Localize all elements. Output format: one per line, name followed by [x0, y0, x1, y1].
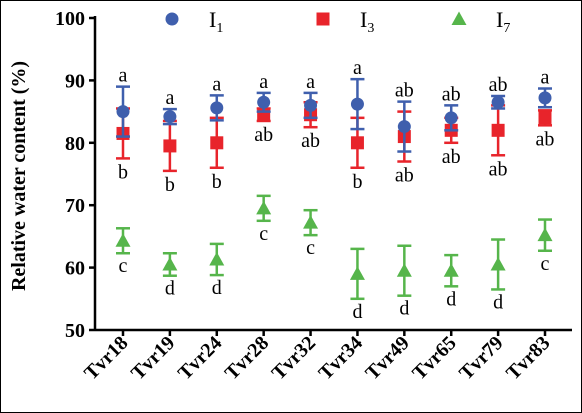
significance-letter: ab: [489, 158, 508, 180]
significance-letter: a: [353, 57, 362, 79]
data-point: [491, 123, 505, 137]
x-ticks: Tvr18Tvr19Tvr24Tvr28Tvr32Tvr34Tvr49Tvr65…: [80, 330, 555, 384]
data-point: [350, 136, 364, 150]
x-tick-label: Tvr19: [127, 332, 179, 384]
significance-letter: ab: [489, 74, 508, 96]
x-tick-label: Tvr32: [268, 332, 320, 384]
data-point: [397, 120, 411, 134]
data-point: [163, 139, 177, 153]
significance-letter: d: [399, 298, 409, 320]
data-point: [116, 105, 130, 119]
significance-letter: ab: [395, 165, 414, 187]
significance-letter: ab: [301, 130, 320, 152]
significance-letter: c: [259, 223, 268, 245]
data-point: [537, 227, 553, 242]
x-tick-label: Tvr79: [455, 332, 507, 384]
significance-letter: c: [306, 237, 315, 259]
significance-letter: a: [259, 71, 268, 93]
significance-letter: a: [119, 65, 128, 87]
data-point: [210, 136, 224, 150]
significance-letter: ab: [254, 124, 273, 146]
x-tick-label: Tvr28: [221, 332, 273, 384]
significance-letter: d: [493, 291, 503, 313]
y-tick-label: 50: [65, 320, 85, 342]
data-point: [443, 263, 459, 277]
legend-label: I7: [496, 7, 510, 36]
significance-letter: a: [541, 67, 550, 89]
y-ticks: 50 60 70 80 90 100: [55, 8, 95, 342]
series-I3: [116, 100, 552, 173]
legend: I1 I3 I7: [165, 7, 510, 36]
x-tick-label: Tvr24: [174, 332, 226, 384]
data-point: [115, 233, 131, 247]
y-axis-title: Relative water content (%): [8, 61, 30, 291]
data-point: [538, 111, 552, 125]
significance-letter: d: [165, 278, 175, 300]
significance-letter: b: [212, 171, 222, 193]
significance-letter: c: [119, 255, 128, 277]
data-point: [163, 110, 177, 124]
data-point: [257, 95, 271, 109]
significance-letter: d: [352, 301, 362, 323]
x-tick-label: Tvr18: [80, 332, 132, 384]
significance-letter: b: [118, 161, 128, 183]
data-point: [256, 200, 272, 215]
significance-letter: a: [306, 71, 315, 93]
significance-letter: ab: [395, 80, 414, 102]
legend-marker: [451, 11, 467, 25]
data-point: [444, 111, 458, 125]
data-point: [491, 95, 505, 109]
data-point: [490, 256, 506, 271]
y-tick-label: 70: [65, 195, 85, 217]
x-tick-label: Tvr83: [502, 332, 554, 384]
data-point: [210, 101, 224, 115]
significance-letter: ab: [442, 146, 461, 168]
data-point: [303, 215, 319, 229]
data-point: [162, 256, 178, 271]
y-tick-label: 90: [65, 70, 85, 92]
data-point: [396, 263, 412, 277]
data-point: [209, 251, 225, 266]
legend-marker: [165, 12, 179, 26]
data-point: [538, 91, 552, 105]
x-tick-label: Tvr65: [408, 332, 460, 384]
data-point: [350, 97, 364, 111]
significance-letter: d: [212, 277, 222, 299]
significance-letter: a: [212, 73, 221, 95]
significance-letter: b: [352, 171, 362, 193]
series-layer: [115, 77, 553, 301]
legend-marker: [316, 12, 330, 26]
legend-label: I1: [209, 7, 223, 36]
significance-letter: d: [446, 288, 456, 310]
y-tick-label: 80: [65, 133, 85, 155]
significance-letter: a: [165, 87, 174, 109]
significance-letter: ab: [442, 83, 461, 105]
significance-letter: ab: [536, 128, 555, 150]
data-point: [349, 266, 365, 280]
legend-label: I3: [360, 7, 374, 36]
series-I1: [116, 77, 552, 153]
significance-letter: b: [165, 174, 175, 196]
y-tick-label: 60: [65, 258, 85, 280]
x-tick-label: Tvr49: [361, 332, 413, 384]
y-tick-label: 100: [55, 8, 85, 30]
significance-letter: c: [541, 253, 550, 275]
x-tick-label: Tvr34: [314, 332, 366, 384]
series-I7: [115, 194, 553, 301]
data-point: [304, 98, 318, 112]
